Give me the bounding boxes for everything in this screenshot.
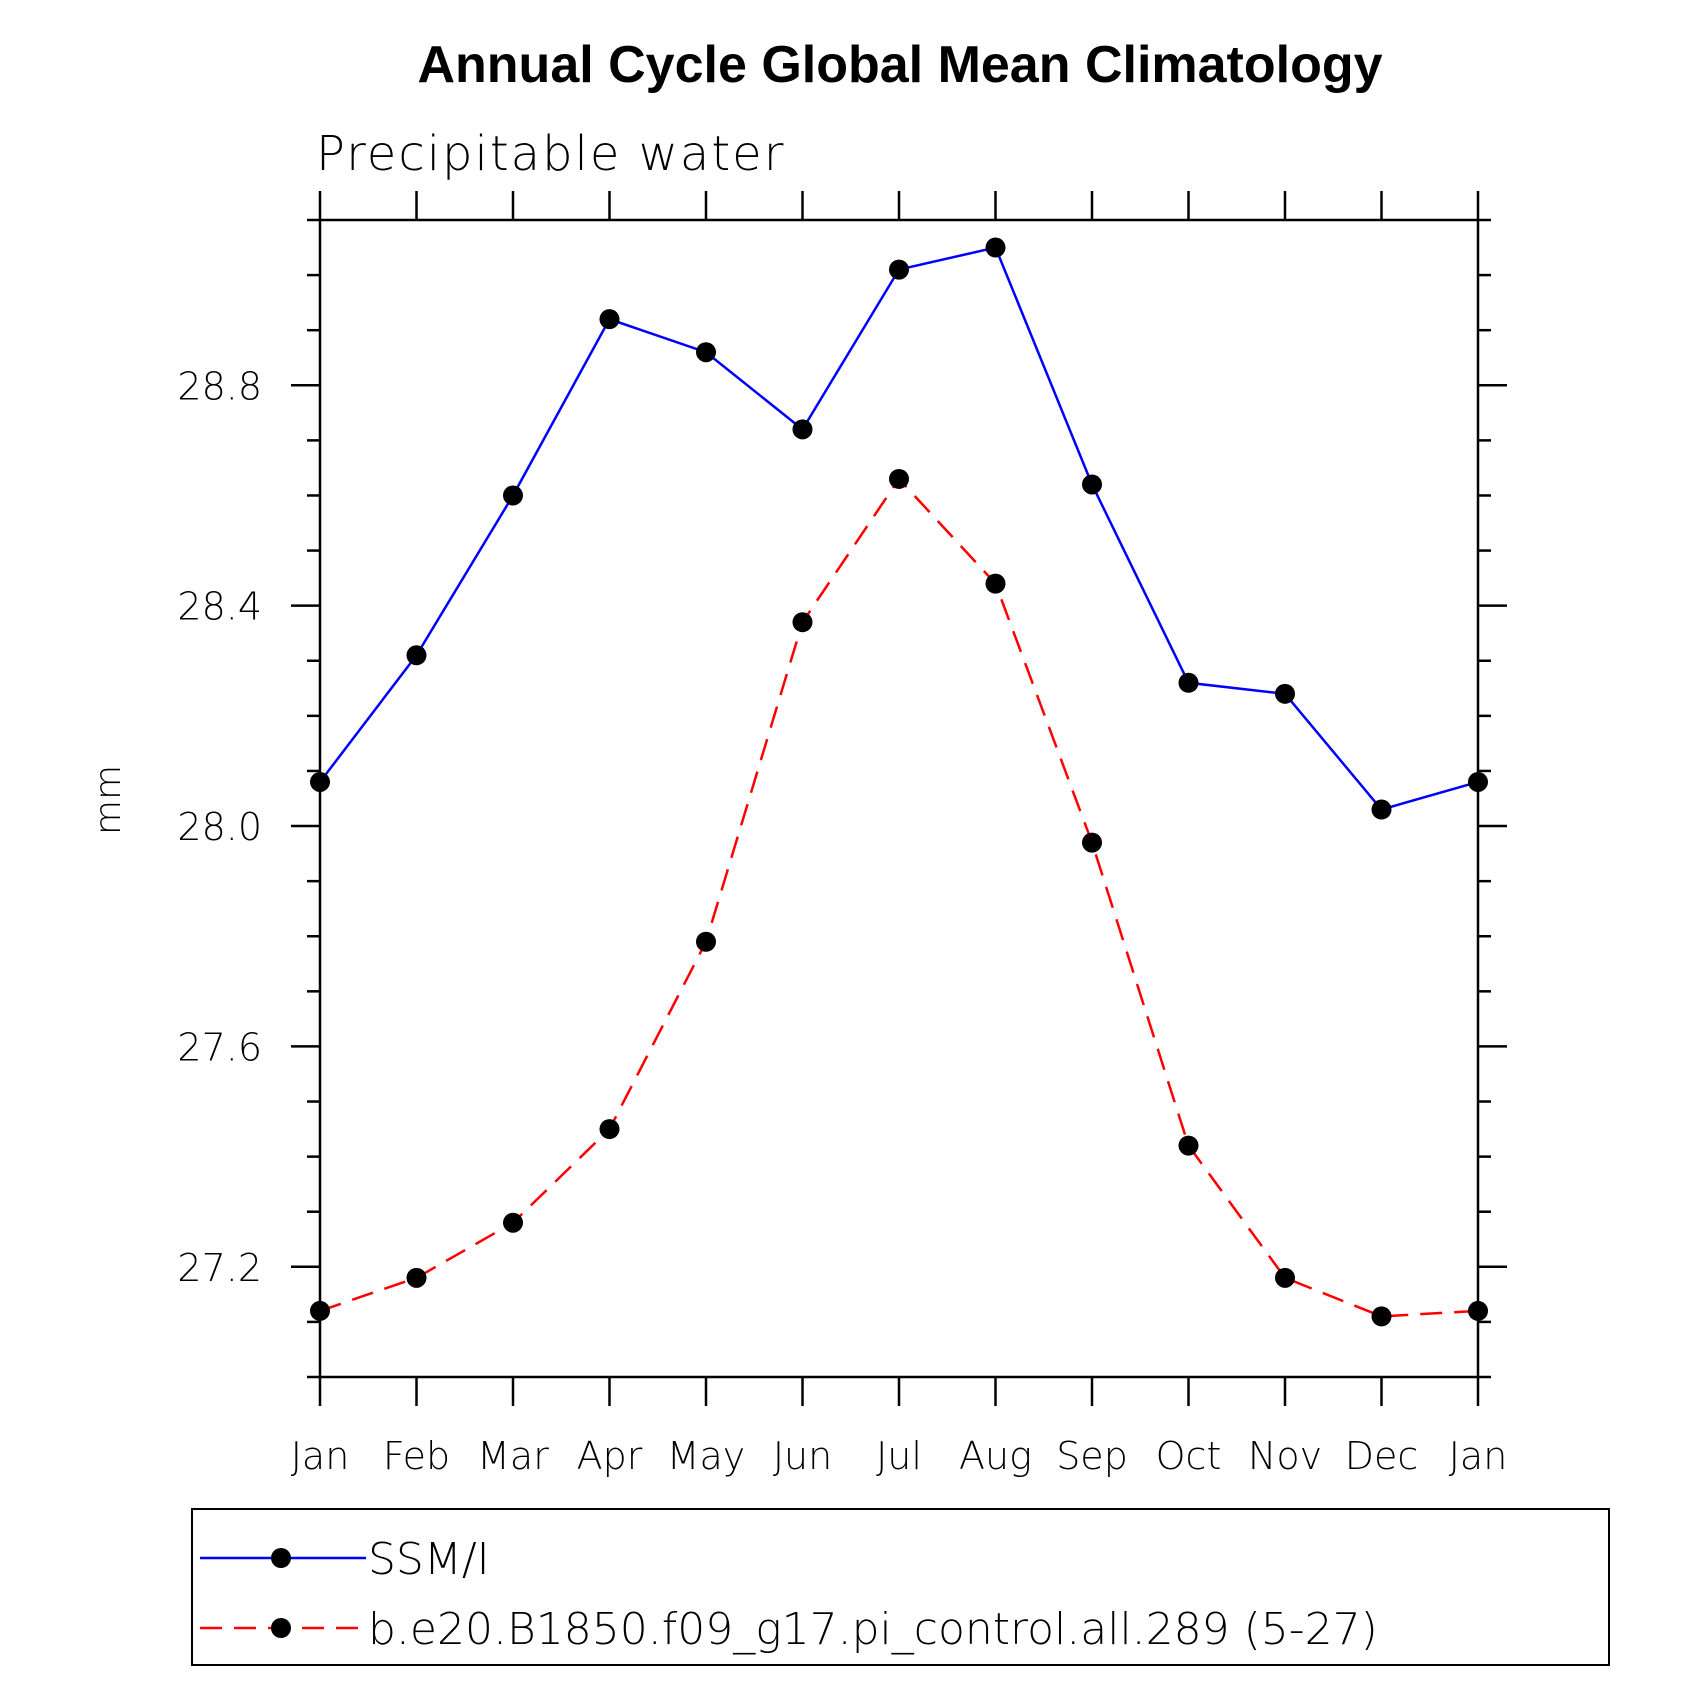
data-point-ssmi bbox=[889, 259, 909, 280]
legend-label-ssmi: SSM/I bbox=[368, 1534, 490, 1585]
data-point-ssmi bbox=[1371, 799, 1392, 820]
y-tick-labels: 27.2 27.6 28.0 28.4 28.8 bbox=[177, 364, 262, 1290]
data-point-model bbox=[1178, 1135, 1199, 1156]
data-point-model bbox=[406, 1267, 427, 1288]
data-point-ssmi bbox=[985, 237, 1006, 258]
x-tick-label: Apr bbox=[577, 1434, 643, 1478]
x-tick-label: Sep bbox=[1056, 1434, 1128, 1478]
data-point-model bbox=[1371, 1306, 1392, 1327]
series-line-ssmi bbox=[319, 246, 1479, 811]
x-tick-label: Nov bbox=[1248, 1434, 1322, 1478]
data-point-ssmi bbox=[406, 645, 427, 666]
data-point-ssmi bbox=[1275, 683, 1295, 704]
data-point-ssmi bbox=[503, 485, 523, 506]
data-point-ssmi bbox=[599, 309, 620, 330]
x-tick-label: Feb bbox=[383, 1434, 450, 1478]
data-point-model bbox=[1082, 832, 1102, 853]
data-point-model bbox=[696, 931, 716, 952]
y-tick-label: 28.8 bbox=[177, 364, 262, 408]
chart-title: Annual Cycle Global Mean Climatology bbox=[417, 36, 1382, 94]
y-tick-label: 28.4 bbox=[177, 585, 262, 629]
series bbox=[310, 237, 1488, 1327]
chart-subtitle: Precipitable water bbox=[316, 126, 785, 182]
data-point-model bbox=[889, 468, 909, 489]
y-tick-label: 27.2 bbox=[177, 1246, 262, 1290]
data-point-ssmi bbox=[310, 771, 330, 792]
data-point-model bbox=[503, 1212, 523, 1233]
legend-marker-model bbox=[271, 1618, 291, 1638]
data-point-ssmi bbox=[1468, 771, 1488, 792]
x-tick-label: Jun bbox=[773, 1434, 832, 1478]
legend-label-model: b.e20.B1850.f09_g17.pi_control.all.289 (… bbox=[368, 1604, 1378, 1655]
x-tick-label: Mar bbox=[477, 1434, 549, 1478]
x-tick-label: Jan bbox=[291, 1434, 350, 1478]
plot-frame bbox=[318, 218, 1480, 1379]
data-point-model bbox=[1275, 1267, 1295, 1288]
x-tick-label: Jan bbox=[1449, 1434, 1508, 1478]
data-point-model bbox=[310, 1300, 330, 1321]
data-point-ssmi bbox=[1082, 474, 1102, 495]
x-tick-labels: Jan Feb Mar Apr May Jun Jul Aug Sep Oct Nov Dec Jan bbox=[291, 1434, 1508, 1478]
data-point-model bbox=[599, 1119, 620, 1140]
data-point-model bbox=[792, 612, 813, 633]
x-tick-label: Dec bbox=[1345, 1434, 1419, 1478]
data-point-ssmi bbox=[792, 419, 813, 440]
data-point-ssmi bbox=[1178, 672, 1199, 693]
axes bbox=[291, 191, 1507, 1406]
x-tick-label: May bbox=[667, 1434, 746, 1478]
x-tick-label: Oct bbox=[1156, 1434, 1222, 1478]
legend-box bbox=[191, 1508, 1610, 1666]
y-tick-label: 27.6 bbox=[177, 1025, 262, 1069]
legend: SSM/I b.e20.B1850.f09_g17.pi_control.all… bbox=[191, 1508, 1610, 1666]
data-point-model bbox=[1468, 1300, 1488, 1321]
x-tick-label: Aug bbox=[959, 1434, 1032, 1478]
data-point-model bbox=[985, 573, 1006, 594]
x-tick-label: Jul bbox=[876, 1434, 922, 1478]
y-axis-label: mm bbox=[88, 765, 129, 835]
series-line-model bbox=[319, 476, 1479, 1318]
data-point-ssmi bbox=[696, 342, 716, 363]
legend-marker-ssmi bbox=[271, 1548, 291, 1568]
y-tick-label: 28.0 bbox=[177, 805, 262, 849]
